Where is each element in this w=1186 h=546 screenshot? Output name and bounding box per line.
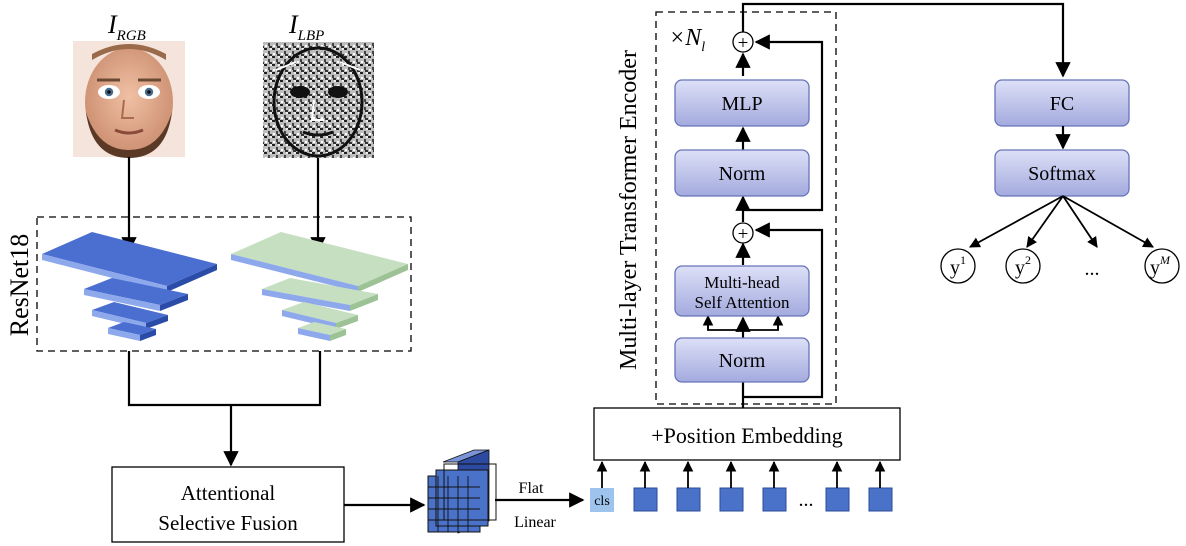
attention-label-line1: Multi-head <box>704 273 780 292</box>
patch-token <box>868 487 893 512</box>
softmax-output-arrows <box>969 195 1154 248</box>
feature-cube <box>427 449 497 534</box>
encoder-repeat-label: ×Nl <box>669 25 705 55</box>
attention-input-arrows <box>702 314 784 331</box>
rgb-face-image <box>73 41 185 158</box>
add-node-top-label: + <box>738 33 749 54</box>
fusion-label-line2: Selective Fusion <box>158 511 298 535</box>
output-node-m <box>1144 248 1180 284</box>
encoder-to-fc-arrow <box>741 2 1071 78</box>
norm-block-top <box>674 149 810 197</box>
cls-token-label: cls <box>594 494 610 509</box>
fusion-box <box>111 466 345 543</box>
residual-connection-2 <box>743 34 824 212</box>
lbp-face-image <box>263 42 374 158</box>
position-embedding-label: +Position Embedding <box>651 423 842 448</box>
residual-connection-1 <box>743 222 824 399</box>
output-node-2 <box>1005 248 1041 284</box>
encoder-dashed-box <box>655 11 837 405</box>
output-node-m-label: yM <box>1150 253 1171 279</box>
patch-token <box>762 487 787 512</box>
position-embedding-box <box>593 407 901 461</box>
backbone-dashed-box <box>36 216 412 352</box>
attention-label-line2: Self Attention <box>695 293 790 312</box>
output-node-2-label: y2 <box>1015 253 1031 279</box>
encoder-label: Multi-layer Transformer Encoder <box>616 50 642 370</box>
patch-token <box>719 487 744 512</box>
output-node-1 <box>940 248 976 284</box>
add-node-bottom <box>732 222 754 244</box>
flat-label: Flat <box>519 480 544 497</box>
backbone-merge-line <box>127 351 322 407</box>
attention-block <box>674 265 810 317</box>
norm-block-top-label: Norm <box>719 163 766 185</box>
patch-tokens: cls ... <box>590 487 893 512</box>
norm-block-bottom <box>674 337 810 383</box>
token-ellipsis: ... <box>799 489 814 511</box>
lbp-feature-pyramid <box>231 232 408 341</box>
linear-label: Linear <box>514 514 556 531</box>
mlp-block <box>674 79 810 127</box>
patch-token <box>633 487 658 512</box>
backbone-label: ResNet18 <box>5 234 34 337</box>
output-ellipsis: ... <box>1085 258 1100 280</box>
patch-token <box>825 487 850 512</box>
softmax-block-label: Softmax <box>1028 163 1096 185</box>
output-node-1-label: y1 <box>950 253 966 279</box>
token-arrows <box>596 460 886 488</box>
cls-token <box>590 488 614 512</box>
norm-block-bottom-label: Norm <box>719 350 766 372</box>
rgb-input-label: IRGB <box>107 10 146 44</box>
add-node-bottom-label: + <box>738 224 749 245</box>
patch-token <box>676 487 701 512</box>
fusion-label-line1: Attentional <box>181 481 276 505</box>
fc-block-label: FC <box>1050 93 1074 115</box>
rgb-feature-pyramid <box>42 232 217 341</box>
lbp-input-label: ILBP <box>288 10 324 44</box>
mlp-block-label: MLP <box>721 93 762 115</box>
